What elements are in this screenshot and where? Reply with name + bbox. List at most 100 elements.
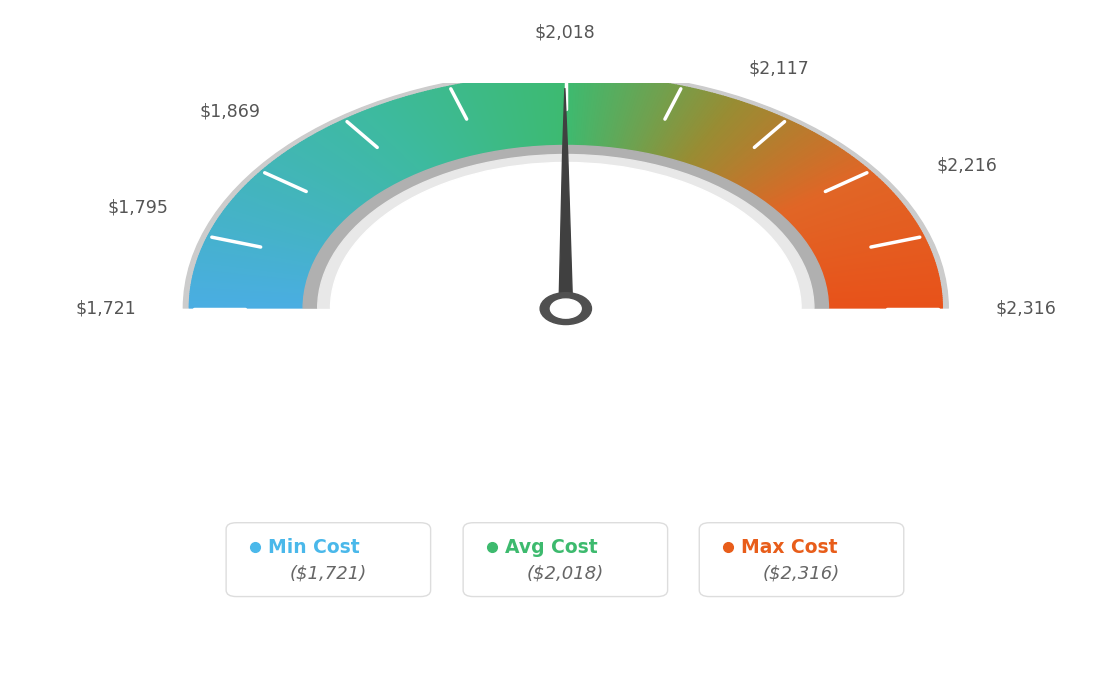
Wedge shape bbox=[808, 279, 940, 290]
Wedge shape bbox=[809, 296, 942, 302]
Wedge shape bbox=[742, 147, 840, 205]
Wedge shape bbox=[694, 110, 767, 181]
Text: ($2,316): ($2,316) bbox=[763, 564, 840, 582]
Wedge shape bbox=[607, 78, 634, 159]
Wedge shape bbox=[612, 79, 639, 160]
Wedge shape bbox=[195, 265, 327, 282]
Bar bbox=[138, 308, 994, 614]
Wedge shape bbox=[617, 80, 648, 161]
Wedge shape bbox=[583, 75, 595, 157]
Wedge shape bbox=[693, 109, 765, 180]
Wedge shape bbox=[754, 159, 858, 213]
Wedge shape bbox=[784, 204, 904, 242]
Wedge shape bbox=[427, 90, 478, 168]
Wedge shape bbox=[256, 174, 367, 222]
Wedge shape bbox=[284, 152, 384, 208]
Wedge shape bbox=[777, 193, 894, 235]
Wedge shape bbox=[496, 79, 522, 160]
Wedge shape bbox=[447, 86, 490, 165]
Wedge shape bbox=[796, 233, 923, 261]
Wedge shape bbox=[542, 75, 552, 157]
Wedge shape bbox=[397, 99, 458, 173]
Wedge shape bbox=[556, 75, 562, 157]
Wedge shape bbox=[563, 75, 565, 157]
Wedge shape bbox=[203, 245, 331, 268]
Wedge shape bbox=[795, 228, 920, 257]
Wedge shape bbox=[453, 85, 495, 164]
Wedge shape bbox=[757, 164, 863, 216]
Wedge shape bbox=[809, 299, 942, 304]
Wedge shape bbox=[265, 167, 372, 217]
Wedge shape bbox=[636, 85, 677, 164]
Wedge shape bbox=[274, 159, 378, 213]
Wedge shape bbox=[364, 110, 437, 181]
Wedge shape bbox=[580, 75, 590, 157]
Wedge shape bbox=[783, 202, 903, 241]
Wedge shape bbox=[344, 119, 424, 186]
Wedge shape bbox=[778, 195, 895, 236]
Wedge shape bbox=[723, 130, 810, 193]
Wedge shape bbox=[623, 81, 657, 161]
Wedge shape bbox=[647, 88, 693, 166]
Wedge shape bbox=[330, 163, 802, 308]
Wedge shape bbox=[700, 113, 775, 183]
Wedge shape bbox=[797, 235, 924, 262]
Wedge shape bbox=[591, 76, 607, 158]
Bar bbox=[138, 308, 994, 614]
Wedge shape bbox=[424, 91, 476, 168]
Wedge shape bbox=[289, 148, 388, 206]
Wedge shape bbox=[747, 152, 848, 208]
Text: $2,316: $2,316 bbox=[996, 299, 1057, 317]
Wedge shape bbox=[736, 142, 832, 201]
Wedge shape bbox=[253, 177, 364, 224]
Wedge shape bbox=[318, 155, 814, 308]
Wedge shape bbox=[376, 106, 445, 177]
Wedge shape bbox=[233, 197, 351, 238]
Wedge shape bbox=[806, 266, 936, 283]
Wedge shape bbox=[786, 208, 906, 244]
Text: ($2,018): ($2,018) bbox=[527, 564, 604, 582]
Text: $2,117: $2,117 bbox=[749, 59, 809, 77]
Wedge shape bbox=[570, 75, 575, 157]
Wedge shape bbox=[332, 124, 416, 190]
Wedge shape bbox=[712, 121, 794, 188]
Wedge shape bbox=[565, 75, 569, 157]
Wedge shape bbox=[577, 75, 586, 157]
Wedge shape bbox=[213, 226, 338, 256]
Wedge shape bbox=[677, 100, 740, 175]
Wedge shape bbox=[190, 294, 322, 300]
Wedge shape bbox=[195, 266, 326, 283]
Wedge shape bbox=[751, 157, 854, 211]
Wedge shape bbox=[593, 76, 611, 158]
Wedge shape bbox=[779, 196, 898, 237]
Wedge shape bbox=[808, 283, 941, 293]
Wedge shape bbox=[254, 176, 365, 224]
Wedge shape bbox=[433, 89, 481, 167]
Wedge shape bbox=[232, 199, 350, 239]
Wedge shape bbox=[776, 191, 893, 234]
Wedge shape bbox=[259, 171, 369, 221]
Wedge shape bbox=[587, 76, 602, 158]
Wedge shape bbox=[808, 285, 941, 295]
Wedge shape bbox=[507, 77, 530, 159]
Wedge shape bbox=[641, 86, 684, 165]
Wedge shape bbox=[631, 83, 671, 164]
Wedge shape bbox=[510, 77, 531, 159]
Wedge shape bbox=[528, 76, 543, 158]
Wedge shape bbox=[191, 286, 323, 295]
Wedge shape bbox=[191, 283, 323, 293]
Wedge shape bbox=[268, 164, 374, 216]
Wedge shape bbox=[665, 95, 721, 170]
Wedge shape bbox=[512, 77, 533, 159]
Wedge shape bbox=[708, 119, 787, 186]
Wedge shape bbox=[802, 248, 931, 271]
Wedge shape bbox=[372, 108, 442, 179]
Wedge shape bbox=[803, 254, 933, 275]
Wedge shape bbox=[764, 172, 873, 221]
Circle shape bbox=[551, 299, 581, 318]
Wedge shape bbox=[807, 272, 938, 286]
Wedge shape bbox=[221, 214, 342, 248]
Wedge shape bbox=[792, 219, 915, 252]
Wedge shape bbox=[645, 88, 690, 166]
Wedge shape bbox=[581, 75, 593, 157]
